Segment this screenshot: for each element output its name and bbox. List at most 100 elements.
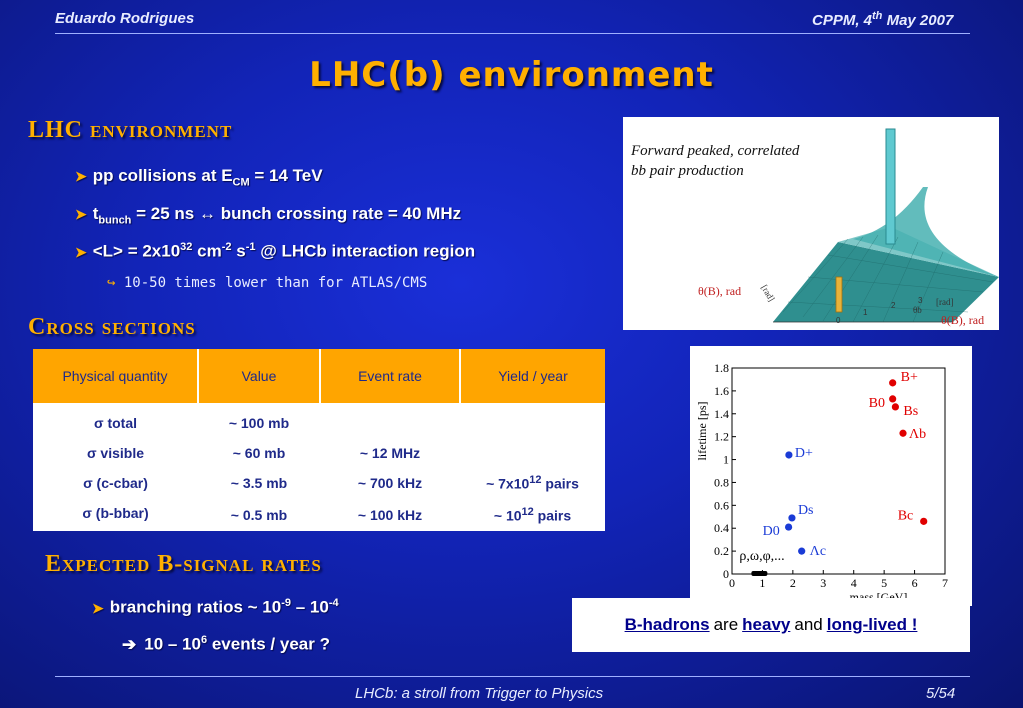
caption-and: and xyxy=(794,615,823,634)
x-tick-label: 7 xyxy=(942,576,948,590)
point-label: Bc xyxy=(898,508,914,523)
data-point xyxy=(899,429,907,437)
lifetime-mass-figure: 0 1 2 3 4 5 6 7 0 0.2 0.4 0.6 0.8 1 1.2 1.4 1.6 1.8 mass [… xyxy=(690,346,972,606)
bullet-events-per-year: ➔ 10 – 106 events / year ? xyxy=(122,634,330,654)
y-tick-label: 0.4 xyxy=(714,521,729,535)
data-point xyxy=(788,514,796,522)
hadrons-caption: B-hadrons are heavy and long-lived ! xyxy=(572,598,970,652)
tick-2: 2 xyxy=(891,301,896,310)
author-header: Eduardo Rodrigues xyxy=(55,10,195,27)
cell-quantity: σ (c-cbar) xyxy=(83,475,148,491)
point-label: Ds xyxy=(798,503,814,518)
surface-floor xyxy=(773,242,999,322)
arrow-icon: ➤ xyxy=(75,206,87,222)
cell-yield xyxy=(460,403,605,438)
caption-are: are xyxy=(713,615,739,634)
point-label: D+ xyxy=(795,446,813,461)
cell-quantity: σ total xyxy=(93,415,138,431)
light-meson-marker xyxy=(751,571,768,576)
cross-section-table: Physical quantity Value Event rate Yield… xyxy=(33,349,605,531)
x-tick-label: 6 xyxy=(912,576,918,590)
cell-value: ~ 100 mb xyxy=(228,415,290,431)
sub-bullet-atlas: ↪ 10-50 times lower than for ATLAS/CMS xyxy=(107,275,428,291)
col-header-quantity: Physical quantity xyxy=(33,349,199,403)
y-tick-label: 1.8 xyxy=(714,361,729,375)
cell-quantity: σ (b-bbar) xyxy=(82,505,149,521)
caption-long-lived: long-lived ! xyxy=(826,615,918,634)
data-point xyxy=(889,379,897,387)
cell-rate: ~ 700 kHz xyxy=(357,475,423,491)
axis-rad-right: [rad] xyxy=(936,297,954,307)
axis-label-right: θ(B), rad xyxy=(941,313,984,327)
slide-title: LHC(b) environment xyxy=(309,55,714,95)
y-tick-label: 1 xyxy=(723,453,729,467)
cell-yield: ~ 1012 pairs xyxy=(493,505,572,524)
data-point xyxy=(785,451,793,459)
data-point xyxy=(891,403,900,411)
arrow-icon: ➤ xyxy=(75,168,87,184)
y-tick-label: 1.4 xyxy=(714,407,729,421)
bb-production-plot: Forward peaked, correlated bb pair produ… xyxy=(630,128,999,327)
data-point xyxy=(920,517,928,525)
y-tick-label: 0.8 xyxy=(714,475,729,489)
plot-frame xyxy=(731,367,946,575)
bullet-luminosity: ➤ <L> = 2x1032 cm-2 s-1 @ LHCb interactio… xyxy=(75,241,476,261)
figure-caption-line2: bb pair production xyxy=(631,163,744,179)
section-cross-sections: Cross sections xyxy=(28,314,196,340)
point-label: Bs xyxy=(903,404,918,419)
cell-yield xyxy=(460,438,605,468)
axis-theta-b: θb xyxy=(913,305,922,315)
cell-yield: ~ 7x1012 pairs xyxy=(486,474,579,492)
section-b-signal-rates: Expected B-signal rates xyxy=(45,551,322,577)
venue-header: CPPM, 4th May 2007 xyxy=(812,10,954,29)
y-tick-label: 0.6 xyxy=(714,498,729,512)
data-point xyxy=(889,395,897,403)
backward-spike xyxy=(835,276,843,313)
axis-rad-left: [rad] xyxy=(759,283,776,303)
point-label: ρ,ω,φ,... xyxy=(739,549,784,564)
footer-divider xyxy=(55,676,970,677)
axis-label-left: θ(B), rad xyxy=(698,284,741,298)
x-tick-label: 3 xyxy=(820,576,826,590)
data-point xyxy=(798,547,806,555)
bullet-pp-collisions: ➤ pp collisions at ECM = 14 TeV xyxy=(75,166,323,189)
y-axis-label: lifetime [ps] xyxy=(695,402,709,461)
data-point xyxy=(784,523,793,531)
col-header-rate: Event rate xyxy=(320,349,461,403)
caption-b-hadrons: B-hadrons xyxy=(624,615,710,634)
arrow-icon: ➤ xyxy=(75,243,87,260)
table-row: σ (c-cbar) ~ 3.5 mb ~ 700 kHz ~ 7x1012 p… xyxy=(33,468,605,498)
section-lhc-environment: LHC environment xyxy=(28,117,233,143)
x-tick-label: 2 xyxy=(790,576,796,590)
forward-spike xyxy=(885,128,896,245)
tick-0: 0 xyxy=(836,316,841,325)
x-tick-label: 5 xyxy=(881,576,887,590)
cell-value: ~ 0.5 mb xyxy=(230,506,288,523)
point-label: B+ xyxy=(901,370,918,385)
tick-3: 3 xyxy=(918,296,923,305)
surface-rise xyxy=(853,187,999,277)
x-tick-label: 1 xyxy=(759,576,765,590)
hook-arrow-icon: ↪ xyxy=(107,275,124,291)
point-label: D0 xyxy=(763,524,780,539)
bullet-bunch: ➤ tbunch = 25 ns ↔ bunch crossing rate = … xyxy=(75,204,462,227)
y-tick-label: 0 xyxy=(723,567,729,581)
bullet-branching-ratios: ➤ branching ratios ~ 10-9 – 10-4 xyxy=(92,597,339,617)
page-number: 5/54 xyxy=(926,685,956,702)
right-arrow-icon: ➔ xyxy=(122,634,137,654)
y-tick-label: 0.2 xyxy=(714,544,729,558)
caption-heavy: heavy xyxy=(742,615,791,634)
cell-rate: ~ 100 kHz xyxy=(357,506,423,523)
cell-rate: ~ 12 MHz xyxy=(359,445,421,461)
x-tick-label: 0 xyxy=(729,576,735,590)
cell-value: ~ 3.5 mb xyxy=(230,475,288,491)
cell-rate xyxy=(320,403,460,438)
header-divider xyxy=(55,33,970,34)
table-header-row: Physical quantity Value Event rate Yield… xyxy=(33,349,605,403)
cell-value: ~ 60 mb xyxy=(232,445,286,461)
y-tick-label: 1.6 xyxy=(714,384,729,398)
bb-production-figure: Forward peaked, correlated bb pair produ… xyxy=(623,117,999,330)
table-row: σ total ~ 100 mb xyxy=(33,403,605,438)
point-label: Λc xyxy=(810,544,826,559)
